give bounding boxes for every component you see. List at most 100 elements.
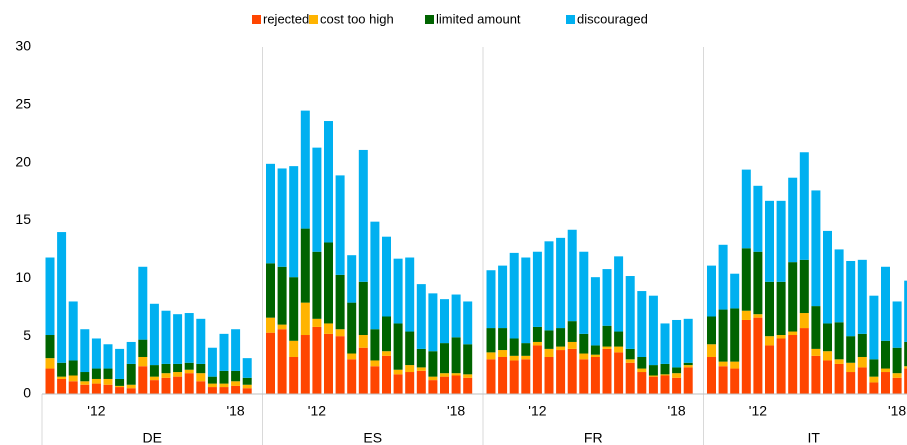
bar-segment xyxy=(68,301,78,361)
bar-segment xyxy=(892,373,902,378)
bar-segment xyxy=(707,265,716,317)
bar-segment xyxy=(45,368,55,394)
bar-segment xyxy=(718,361,728,367)
bar-segment xyxy=(869,295,879,360)
bar-segment xyxy=(904,280,907,342)
bar-segment xyxy=(892,347,902,374)
bar-segment xyxy=(753,317,763,394)
bar-segment xyxy=(579,333,589,354)
bar-segment xyxy=(765,345,774,394)
x-tick-label: '12 xyxy=(87,403,105,419)
bar-segment xyxy=(57,362,67,377)
bar-segment xyxy=(80,372,90,382)
bar-segment xyxy=(173,363,183,373)
bar-segment xyxy=(811,190,821,307)
bar-segment xyxy=(683,318,693,363)
bar-segment xyxy=(80,381,90,385)
legend-label: rejected xyxy=(263,11,309,26)
bar-segment xyxy=(451,375,461,394)
bar-segment xyxy=(231,385,241,394)
bar-segment xyxy=(753,314,763,318)
bar-segment xyxy=(730,273,740,309)
bar-segment xyxy=(741,310,751,320)
bar-segment xyxy=(846,362,856,373)
group-label: ES xyxy=(363,430,382,445)
bar-segment xyxy=(648,365,658,376)
y-tick-label: 10 xyxy=(15,269,31,285)
bar-segment xyxy=(614,256,624,332)
bar-segment xyxy=(382,316,391,352)
bar-segment xyxy=(324,333,333,394)
bar-segment xyxy=(904,366,907,369)
legend-label: limited amount xyxy=(436,11,521,26)
bar-segment xyxy=(811,348,821,356)
bar-segment xyxy=(857,259,867,334)
x-tick-label: '18 xyxy=(226,403,244,419)
bar-segment xyxy=(347,359,357,394)
bar-segment xyxy=(509,360,519,394)
bar-segment xyxy=(730,368,740,394)
bar-segment xyxy=(660,363,670,375)
bar-segment xyxy=(91,378,101,384)
bar-segment xyxy=(846,260,856,337)
bar-segment xyxy=(823,323,832,352)
bar-segment xyxy=(637,356,647,369)
bar-segment xyxy=(707,344,716,357)
bar-segment xyxy=(741,319,751,394)
bar-segment xyxy=(451,337,461,374)
bar-segment xyxy=(266,317,275,333)
bar-segment xyxy=(602,269,612,326)
bar-segment xyxy=(788,177,798,263)
bar-segment xyxy=(892,377,902,394)
bar-segment xyxy=(857,356,867,368)
bar-segment xyxy=(498,356,508,394)
bar-segment xyxy=(405,257,415,332)
bar-segment xyxy=(91,338,101,369)
bar-segment xyxy=(103,368,113,379)
bar-segment xyxy=(776,281,786,336)
bar-segment xyxy=(91,368,101,379)
bar-segment xyxy=(219,383,229,388)
bar-segment xyxy=(823,360,832,394)
bar-segment xyxy=(463,344,473,375)
bar-segment xyxy=(683,362,693,366)
bar-segment xyxy=(440,373,449,377)
bar-segment xyxy=(648,375,658,377)
bar-segment xyxy=(869,376,879,383)
bar-segment xyxy=(544,348,554,357)
bar-segment xyxy=(846,336,856,363)
bar-segment xyxy=(718,366,728,394)
group-label: IT xyxy=(808,430,821,445)
bar-segment xyxy=(393,323,403,370)
bar-segment xyxy=(173,372,183,377)
bar-segment xyxy=(590,356,600,394)
bar-segment xyxy=(683,367,693,394)
y-tick-label: 20 xyxy=(15,153,31,169)
bar-segment xyxy=(370,366,380,394)
bar-segment xyxy=(463,301,473,345)
bar-segment xyxy=(370,360,380,367)
y-tick-label: 30 xyxy=(15,38,31,54)
bar-segment xyxy=(509,338,519,356)
bar-segment xyxy=(45,335,55,359)
bar-segment xyxy=(718,309,728,362)
bar-segment xyxy=(532,345,542,394)
bar-segment xyxy=(741,248,751,311)
bar-segment xyxy=(602,325,612,347)
bar-segment xyxy=(834,363,844,394)
bar-segment xyxy=(382,351,391,356)
y-tick-label: 15 xyxy=(15,211,31,227)
bar-segment xyxy=(788,335,798,394)
bar-segment xyxy=(231,370,241,382)
bar-segment xyxy=(637,372,647,394)
bar-segment xyxy=(637,291,647,357)
bar-segment xyxy=(544,241,554,331)
bar-segment xyxy=(115,378,125,386)
bar-segment xyxy=(161,377,171,394)
bar-segment xyxy=(521,359,531,394)
legend-label: discouraged xyxy=(577,11,648,26)
bar-segment xyxy=(823,351,832,361)
bar-segment xyxy=(776,338,786,394)
bar-segment xyxy=(300,110,310,229)
bar-segment xyxy=(498,350,508,357)
